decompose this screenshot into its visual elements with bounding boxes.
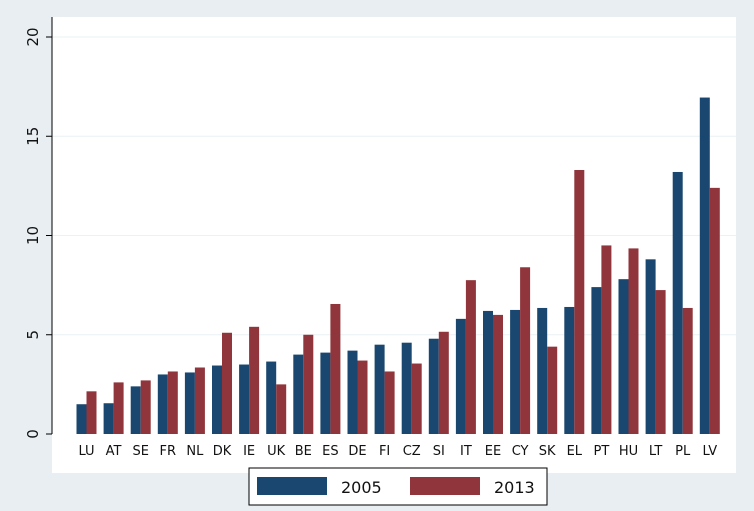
x-tick-label-BE: BE: [295, 444, 312, 459]
x-tick-label-AT: AT: [106, 444, 122, 459]
x-tick-label-NL: NL: [186, 444, 204, 459]
bar-NL-2005: [184, 372, 195, 434]
bar-PL-2005: [672, 171, 683, 435]
y-tick-label: 5: [24, 330, 42, 340]
bar-PL-2013: [682, 307, 693, 434]
x-tick-label-IT: IT: [460, 444, 472, 459]
bar-CZ-2013: [411, 363, 422, 434]
bar-FI-2005: [374, 344, 385, 434]
bar-CY-2013: [520, 267, 531, 434]
x-tick-label-IE: IE: [243, 444, 255, 459]
bar-ES-2013: [330, 303, 341, 434]
bar-LT-2005: [645, 259, 656, 434]
bar-IT-2013: [465, 280, 476, 434]
bar-IE-2013: [249, 326, 260, 434]
bar-SI-2005: [428, 338, 439, 434]
bar-UK-2005: [266, 361, 277, 434]
bar-LV-2013: [709, 187, 720, 434]
bar-LV-2005: [699, 97, 710, 434]
bar-HU-2013: [628, 248, 639, 434]
bar-PT-2013: [601, 245, 612, 434]
bar-AT-2013: [113, 382, 124, 434]
x-tick-label-ES: ES: [322, 444, 338, 459]
legend: 2005 2013: [248, 467, 548, 506]
bar-SK-2005: [537, 307, 548, 434]
x-tick-label-SI: SI: [433, 444, 445, 459]
legend-swatch-2013: [410, 477, 480, 495]
bar-SE-2005: [130, 386, 141, 434]
x-tick-label-SE: SE: [132, 444, 148, 459]
bar-DE-2013: [357, 360, 368, 434]
bar-UK-2013: [276, 384, 287, 434]
bars-layer: [76, 97, 720, 435]
x-tick-label-PL: PL: [675, 444, 691, 459]
x-tick-label-CZ: CZ: [403, 444, 421, 459]
x-tick-labels: LU AT SE FR NL DK IE UK BE ES DE FI CZ SI IT EE CY SK EL PT…: [78, 444, 717, 459]
x-tick-label-EE: EE: [485, 444, 501, 459]
bar-FR-2013: [167, 371, 178, 434]
bar-SI-2013: [438, 331, 449, 434]
bar-BE-2013: [303, 334, 314, 434]
legend-swatch-2005: [257, 477, 327, 495]
bar-CY-2005: [510, 309, 521, 434]
bar-IT-2005: [455, 318, 466, 434]
bar-SK-2013: [547, 346, 558, 434]
x-tick-label-FI: FI: [379, 444, 390, 459]
bar-ES-2005: [320, 352, 331, 434]
y-tick-label: 15: [24, 127, 42, 146]
bar-BE-2005: [293, 354, 304, 434]
bar-PT-2005: [591, 287, 602, 434]
bar-LT-2013: [655, 290, 666, 434]
x-tick-label-LU: LU: [78, 444, 94, 459]
bar-EE-2005: [483, 310, 493, 434]
bar-FR-2005: [157, 374, 168, 434]
x-tick-label-CY: CY: [512, 444, 529, 459]
x-tick-label-FR: FR: [160, 444, 177, 459]
bar-AT-2005: [103, 403, 114, 434]
x-tick-label-DK: DK: [213, 444, 232, 459]
y-tick-label: 0: [24, 429, 42, 439]
bar-EL-2013: [574, 169, 585, 434]
axis-layer: 0 5 10 15 20: [24, 17, 53, 439]
bar-CZ-2005: [401, 342, 412, 434]
bar-DK-2005: [212, 365, 222, 434]
bar-DE-2005: [347, 350, 358, 434]
bar-SE-2013: [140, 380, 151, 434]
bar-EE-2013: [493, 314, 503, 434]
bar-HU-2005: [618, 279, 629, 434]
x-tick-label-EL: EL: [567, 444, 583, 459]
x-tick-label-PT: PT: [594, 444, 610, 459]
legend-label-2013: 2013: [494, 478, 535, 497]
x-tick-label-LV: LV: [702, 444, 717, 459]
x-tick-label-HU: HU: [619, 444, 638, 459]
bar-IE-2005: [239, 364, 250, 434]
bar-LU-2005: [76, 404, 87, 434]
x-tick-label-DE: DE: [348, 444, 366, 459]
x-tick-label-SK: SK: [539, 444, 556, 459]
bar-LU-2013: [86, 391, 97, 434]
legend-label-2005: 2005: [341, 478, 382, 497]
bar-DK-2013: [222, 332, 232, 434]
y-tick-label: 10: [24, 226, 42, 245]
bar-NL-2013: [194, 367, 205, 434]
x-tick-label-UK: UK: [267, 444, 286, 459]
bar-FI-2013: [384, 371, 395, 434]
y-tick-label: 20: [24, 27, 42, 46]
bar-EL-2005: [564, 306, 575, 434]
x-tick-label-LT: LT: [649, 444, 662, 459]
